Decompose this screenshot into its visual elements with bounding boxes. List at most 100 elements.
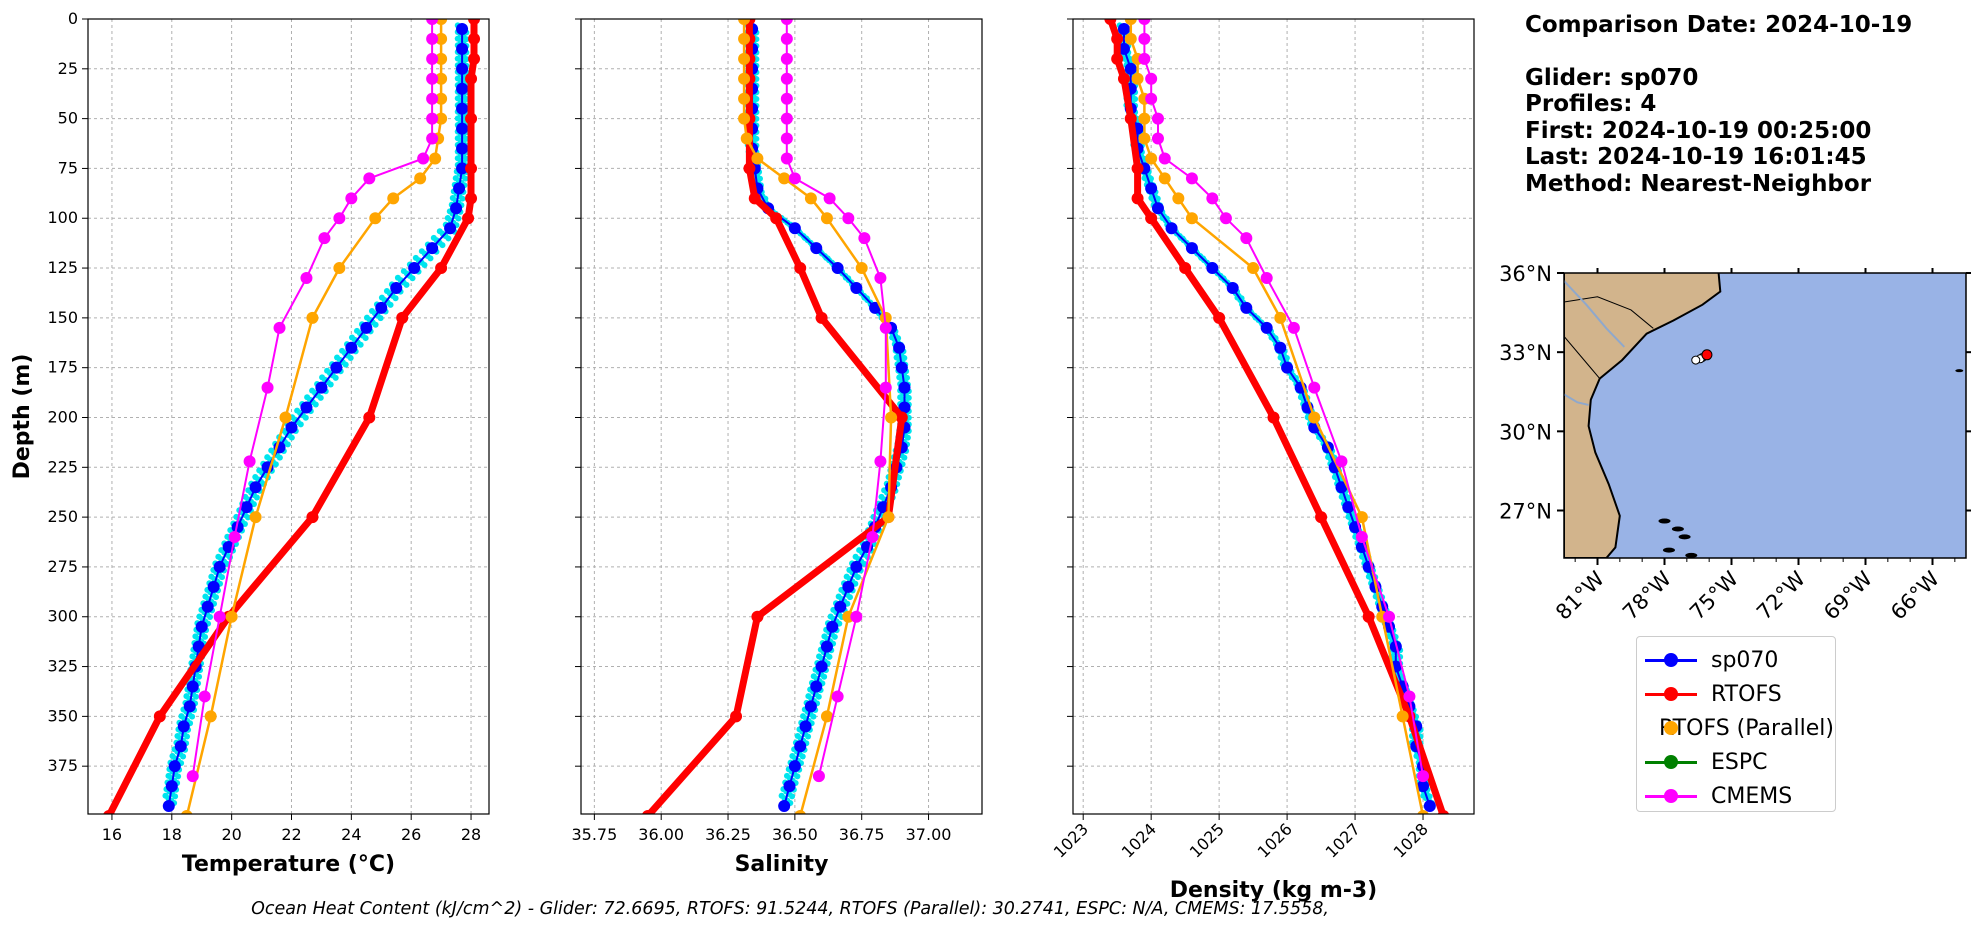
island [1955, 369, 1964, 373]
method: Method: Nearest-Neighbor [1525, 170, 1872, 197]
series-line-sp070 [167, 29, 464, 807]
data-point [810, 242, 823, 255]
data-point [1124, 32, 1137, 45]
glider-profile-dot [462, 175, 469, 182]
glider-profile-dot [241, 521, 248, 528]
data-point [201, 600, 214, 613]
x-tick-label: 18 [162, 825, 182, 844]
map-lat-label: 36°N [1499, 262, 1552, 286]
data-point [396, 311, 409, 324]
data-point [1437, 809, 1450, 814]
data-point [228, 531, 241, 544]
data-point [1145, 152, 1158, 165]
data-point [279, 411, 292, 424]
island [1685, 552, 1698, 558]
legend-marker-cmems [1645, 786, 1697, 806]
data-point [195, 620, 208, 633]
data-point [815, 311, 828, 324]
glider-profile-dot [202, 633, 209, 640]
y-tick-label: 75 [58, 158, 78, 177]
data-point [1417, 770, 1430, 783]
data-point [783, 780, 796, 793]
data-point [780, 32, 793, 45]
island [1662, 547, 1675, 553]
glider-profile-dot [805, 733, 812, 740]
data-point [456, 142, 469, 155]
data-point [204, 710, 217, 723]
data-point [738, 52, 751, 65]
data-point [186, 680, 199, 693]
data-point [826, 620, 839, 633]
data-point [879, 311, 892, 324]
x-tick-label: 35.75 [571, 825, 617, 844]
data-point [879, 381, 892, 394]
glider-profile-dot [392, 295, 399, 302]
glider-profile-dot [213, 594, 220, 601]
data-point [1145, 182, 1158, 195]
data-point [885, 411, 898, 424]
data-point [345, 192, 358, 205]
glider-profile-dot [815, 693, 822, 700]
glider-profile-dot [172, 793, 179, 800]
glider-profile-dot [753, 135, 760, 142]
legend-item-cmems: CMEMS [1645, 779, 1827, 813]
glider-profile-dot [193, 693, 200, 700]
data-point [306, 311, 319, 324]
glider-profile-dot [904, 434, 911, 441]
glider-profile-dot [409, 275, 416, 282]
glider-profile-dot [463, 56, 470, 63]
data-point [330, 361, 343, 374]
data-point [465, 162, 478, 175]
data-point [831, 262, 844, 275]
map-lat-label: 27°N [1499, 500, 1552, 524]
data-point [1287, 321, 1300, 334]
data-point [751, 152, 764, 165]
data-point [1172, 192, 1185, 205]
y-tick-label: 225 [47, 457, 78, 476]
island [1678, 534, 1691, 540]
glider-profile-dot [357, 341, 364, 348]
data-point [186, 770, 199, 783]
data-point [1396, 710, 1409, 723]
map-body [1564, 273, 1966, 558]
x-tick-label: 16 [102, 825, 122, 844]
data-point [1417, 780, 1430, 793]
glider-profile-dot [855, 574, 862, 581]
legend-marker-rtofs [1645, 684, 1697, 704]
data-point [1131, 162, 1144, 175]
data-point [375, 301, 388, 314]
glider-profile-dot [180, 753, 187, 760]
data-point [820, 640, 833, 653]
data-point [770, 212, 783, 225]
first-time: First: 2024-10-19 00:25:00 [1525, 117, 1872, 144]
glider-profile-dot [905, 394, 912, 401]
data-point [435, 19, 448, 25]
data-point [1213, 311, 1226, 324]
glider-profile-dot [253, 494, 260, 501]
data-point [1124, 62, 1137, 75]
data-point [738, 32, 751, 45]
data-point [850, 560, 863, 573]
data-point [426, 19, 439, 25]
data-point [429, 152, 442, 165]
glider-profile-dot [1154, 195, 1161, 202]
data-point [874, 272, 887, 285]
data-point [1403, 690, 1416, 703]
x-axis-label: Temperature (°C) [182, 852, 395, 877]
glider-profile-dot [455, 215, 462, 222]
data-point [225, 610, 238, 623]
data-point [1260, 321, 1273, 334]
data-point [1151, 202, 1164, 215]
data-point [444, 222, 457, 235]
data-point [174, 740, 187, 753]
data-point [874, 455, 887, 468]
data-point [1111, 32, 1124, 45]
data-point [363, 411, 376, 424]
x-tick-label: 1028 [1390, 819, 1432, 861]
data-point [1383, 610, 1396, 623]
data-point [850, 610, 863, 623]
data-point [842, 580, 855, 593]
data-point [1111, 52, 1124, 65]
data-point [468, 19, 481, 25]
data-point [249, 511, 262, 524]
